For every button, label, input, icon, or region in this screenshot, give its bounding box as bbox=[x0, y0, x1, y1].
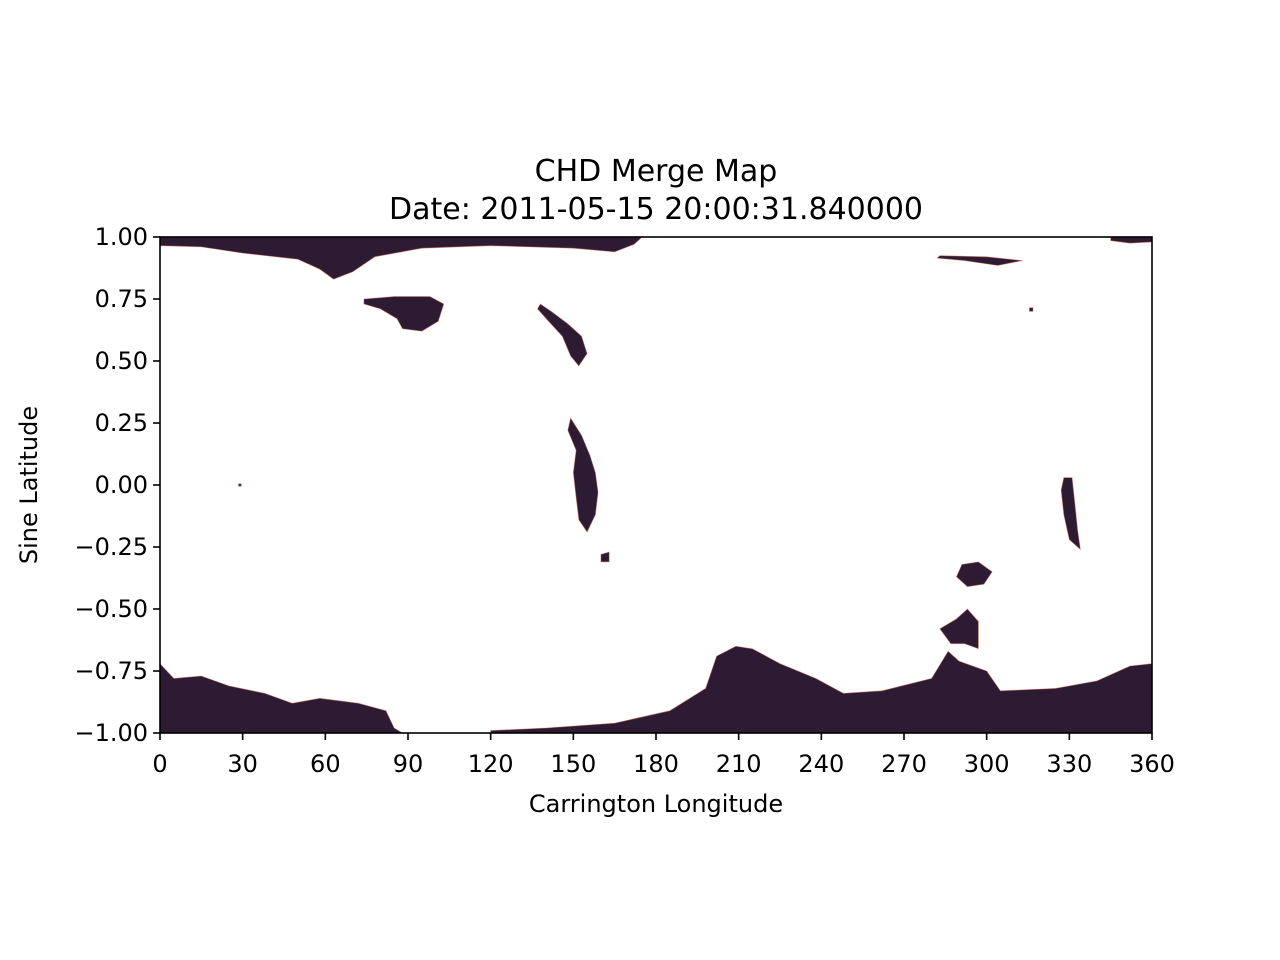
x-tick-label: 330 bbox=[1046, 750, 1092, 778]
x-tick-label: 120 bbox=[468, 750, 514, 778]
x-tick-label: 180 bbox=[633, 750, 679, 778]
y-axis: 1.00 0.75 0.50 0.25 0.00 −0.25 −0.50 −0.75 −1.00 bbox=[74, 223, 160, 747]
y-tick-label: −0.50 bbox=[74, 595, 148, 623]
region-filament-145 bbox=[537, 303, 588, 367]
region-south-plume-290 bbox=[939, 608, 979, 650]
y-tick-label: −0.75 bbox=[74, 657, 148, 685]
region-spot-316 bbox=[1029, 307, 1034, 312]
x-tick-label: 240 bbox=[798, 750, 844, 778]
x-tick-label: 210 bbox=[716, 750, 762, 778]
chart-subtitle: Date: 2011-05-15 20:00:31.840000 bbox=[389, 192, 923, 227]
x-tick-label: 270 bbox=[881, 750, 927, 778]
region-filament-330 bbox=[1060, 477, 1081, 551]
region-north-strip-300 bbox=[936, 255, 1023, 266]
y-tick-label: 0.00 bbox=[95, 471, 148, 499]
x-tick-label: 360 bbox=[1129, 750, 1175, 778]
chart-title: CHD Merge Map bbox=[535, 154, 778, 189]
y-tick-label: 0.50 bbox=[95, 347, 148, 375]
x-tick-label: 30 bbox=[227, 750, 258, 778]
y-tick-label: −0.25 bbox=[74, 533, 148, 561]
plot-background bbox=[160, 237, 1152, 733]
region-spot-29 bbox=[238, 483, 242, 487]
plot-area bbox=[159, 236, 1153, 734]
y-axis-label: Sine Latitude bbox=[15, 406, 43, 564]
x-tick-label: 300 bbox=[964, 750, 1010, 778]
x-tick-label: 0 bbox=[152, 750, 167, 778]
x-tick-label: 90 bbox=[393, 750, 424, 778]
y-tick-label: 1.00 bbox=[95, 223, 148, 251]
x-axis-label: Carrington Longitude bbox=[529, 790, 783, 818]
region-south-polar-band-right bbox=[490, 645, 1153, 734]
region-north-lobe-90 bbox=[363, 296, 445, 332]
region-filament-153-equator bbox=[567, 416, 599, 533]
coronal-hole-detections bbox=[159, 236, 1153, 734]
x-axis: 0 30 60 90 120 150 180 210 240 270 300 330 360 bbox=[152, 733, 1175, 778]
y-tick-label: −1.00 bbox=[74, 719, 148, 747]
x-tick-label: 60 bbox=[310, 750, 341, 778]
region-south-polar-band-left bbox=[159, 662, 404, 734]
region-spot-296 bbox=[955, 561, 993, 588]
y-tick-label: 0.75 bbox=[95, 285, 148, 313]
region-spot-161 bbox=[600, 551, 610, 563]
x-tick-label: 150 bbox=[550, 750, 596, 778]
y-tick-label: 0.25 bbox=[95, 409, 148, 437]
region-north-polar-band bbox=[159, 236, 644, 280]
